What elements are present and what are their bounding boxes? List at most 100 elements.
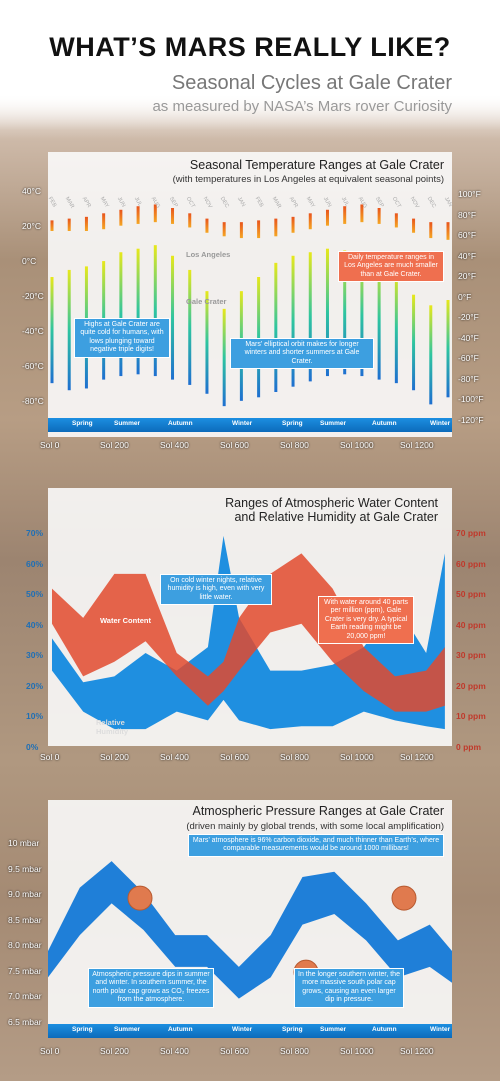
pressure-season-label: Winter [232, 1026, 253, 1033]
water-sol-tick: Sol 0 [40, 752, 60, 762]
water-sol-tick: Sol 600 [220, 752, 249, 762]
water-ytick-ppm: 70 ppm [456, 528, 486, 538]
gale-temp-bar [50, 277, 54, 384]
temp-sol-tick: Sol 0 [40, 440, 60, 450]
la-temp-bar [84, 216, 88, 231]
temp-ytick-c: -20°C [22, 291, 44, 301]
pressure-ytick: 8.0 mbar [8, 940, 42, 950]
water-ytick-ppm: 60 ppm [456, 558, 486, 569]
pressure-ytick: 9.0 mbar [8, 889, 42, 899]
la-temp-bar [412, 218, 416, 233]
water-ytick-ppm: 10 ppm [456, 711, 486, 721]
temp-season-bar [48, 418, 452, 432]
pressure-season-label: Spring [282, 1026, 303, 1033]
la-temp-bar [377, 208, 381, 224]
penny-coin-icon [391, 885, 417, 911]
temp-ytick-f: -120°F [458, 414, 484, 425]
water-ytick-ppm: 20 ppm [456, 680, 486, 691]
temp-ytick-f: -40°F [458, 332, 479, 343]
temp-ytick-f: -60°F [458, 353, 479, 363]
water-sol-tick: Sol 1000 [340, 752, 374, 762]
la-temp-bar [153, 204, 157, 223]
gale-temp-bar [257, 277, 261, 398]
gale-temp-bar [67, 269, 71, 391]
gale-temp-bar [119, 252, 123, 377]
pressure-season-label: Autumn [168, 1026, 193, 1033]
temp-sol-tick: Sol 1000 [340, 440, 374, 450]
la-temp-bar [50, 220, 54, 231]
temp-ytick-c: -40°C [22, 326, 44, 336]
pressure-ytick: 7.0 mbar [8, 991, 42, 1001]
temp-ytick-f: -20°F [458, 312, 479, 322]
gale-temp-bar [446, 300, 450, 398]
pressure-sol-tick: Sol 200 [100, 1046, 129, 1056]
note-winter-humidity: On cold winter nights, relative humidity… [160, 574, 272, 606]
la-temp-bar [67, 218, 71, 231]
temp-sol-tick: Sol 200 [100, 440, 129, 450]
gale-temp-bar [394, 273, 398, 384]
temperature-title: Seasonal Temperature Ranges at Gale Crat… [189, 158, 444, 172]
gale-temp-bar [274, 262, 278, 392]
pressure-season-label: Summer [320, 1026, 347, 1033]
pressure-season-label: Winter [430, 1026, 451, 1033]
temp-season-label: Spring [282, 420, 303, 427]
la-temp-bar [446, 222, 450, 240]
la-temp-bar [394, 213, 398, 228]
water-ytick-pct: 60% [26, 558, 44, 569]
water-sol-tick: Sol 400 [160, 752, 189, 762]
pressure-ytick: 9.5 mbar [8, 863, 42, 874]
water-title: Ranges of Atmospheric Water Content [225, 496, 438, 510]
temp-ytick-f: 80°F [458, 209, 477, 220]
temp-season-label: Summer [320, 420, 347, 427]
temp-ytick-f: 100°F [458, 189, 481, 199]
water-ytick-ppm: 0 ppm [456, 741, 482, 752]
la-temp-bar [274, 218, 278, 237]
la-temp-bar [343, 206, 347, 224]
pressure-ytick: 7.5 mbar [8, 965, 42, 976]
pressure-season-label: Autumn [372, 1026, 397, 1033]
la-label: Los Angeles [186, 250, 231, 259]
la-temp-bar [222, 222, 226, 237]
pressure-ytick: 10 mbar [8, 838, 40, 848]
gale-temp-bar [343, 250, 347, 375]
la-temp-bar [257, 220, 261, 239]
note-co2: Mars’ atmosphere is 96% carbon dioxide, … [188, 834, 444, 857]
pressure-season-label: Summer [114, 1026, 141, 1033]
la-temp-bar [136, 206, 140, 224]
pressure-sol-tick: Sol 800 [280, 1046, 309, 1056]
pressure-season-label: Spring [72, 1026, 93, 1033]
la-temp-bar [102, 213, 106, 230]
gale-temp-bar [153, 245, 157, 377]
gale-crater-label: Gale Crater [186, 297, 227, 306]
water-ytick-pct: 20% [26, 680, 44, 691]
gale-temp-bar [429, 305, 433, 405]
water-sol-tick: Sol 800 [280, 752, 309, 762]
water-content-band [52, 553, 445, 712]
gale-temp-bar [171, 255, 175, 380]
header [0, 0, 500, 130]
temp-sol-tick: Sol 600 [220, 440, 249, 450]
gale-temp-bar [205, 291, 209, 394]
temp-ytick-c: 20°C [22, 221, 41, 231]
temp-season-label: Summer [114, 420, 141, 427]
pressure-sol-tick: Sol 400 [160, 1046, 189, 1056]
gale-temp-bar [360, 254, 364, 377]
temp-ytick-f: 0°F [458, 291, 472, 302]
note-cold: Highs at Gale Crater are quite cold for … [74, 318, 170, 358]
temp-ytick-f: 20°F [458, 271, 477, 281]
gale-temp-bar [136, 248, 140, 375]
page-subtitle-2: as measured by NASA’s Mars rover Curiosi… [152, 98, 452, 115]
pressure-ytick: 6.5 mbar [8, 1016, 42, 1027]
water-sol-tick: Sol 1200 [400, 752, 434, 762]
gale-temp-bar [325, 248, 329, 377]
water-content-text: Water Content [100, 616, 151, 625]
temp-ytick-c: -60°C [22, 361, 44, 371]
water-ytick-pct: 70% [26, 528, 44, 538]
la-temp-bar [188, 213, 192, 228]
temp-season-label: Winter [430, 420, 451, 427]
la-temp-bar [119, 209, 123, 226]
temp-season-label: Winter [232, 420, 253, 427]
pressure-sol-tick: Sol 600 [220, 1046, 249, 1056]
la-temp-bar [205, 218, 209, 233]
temp-season-label: Spring [72, 420, 93, 427]
